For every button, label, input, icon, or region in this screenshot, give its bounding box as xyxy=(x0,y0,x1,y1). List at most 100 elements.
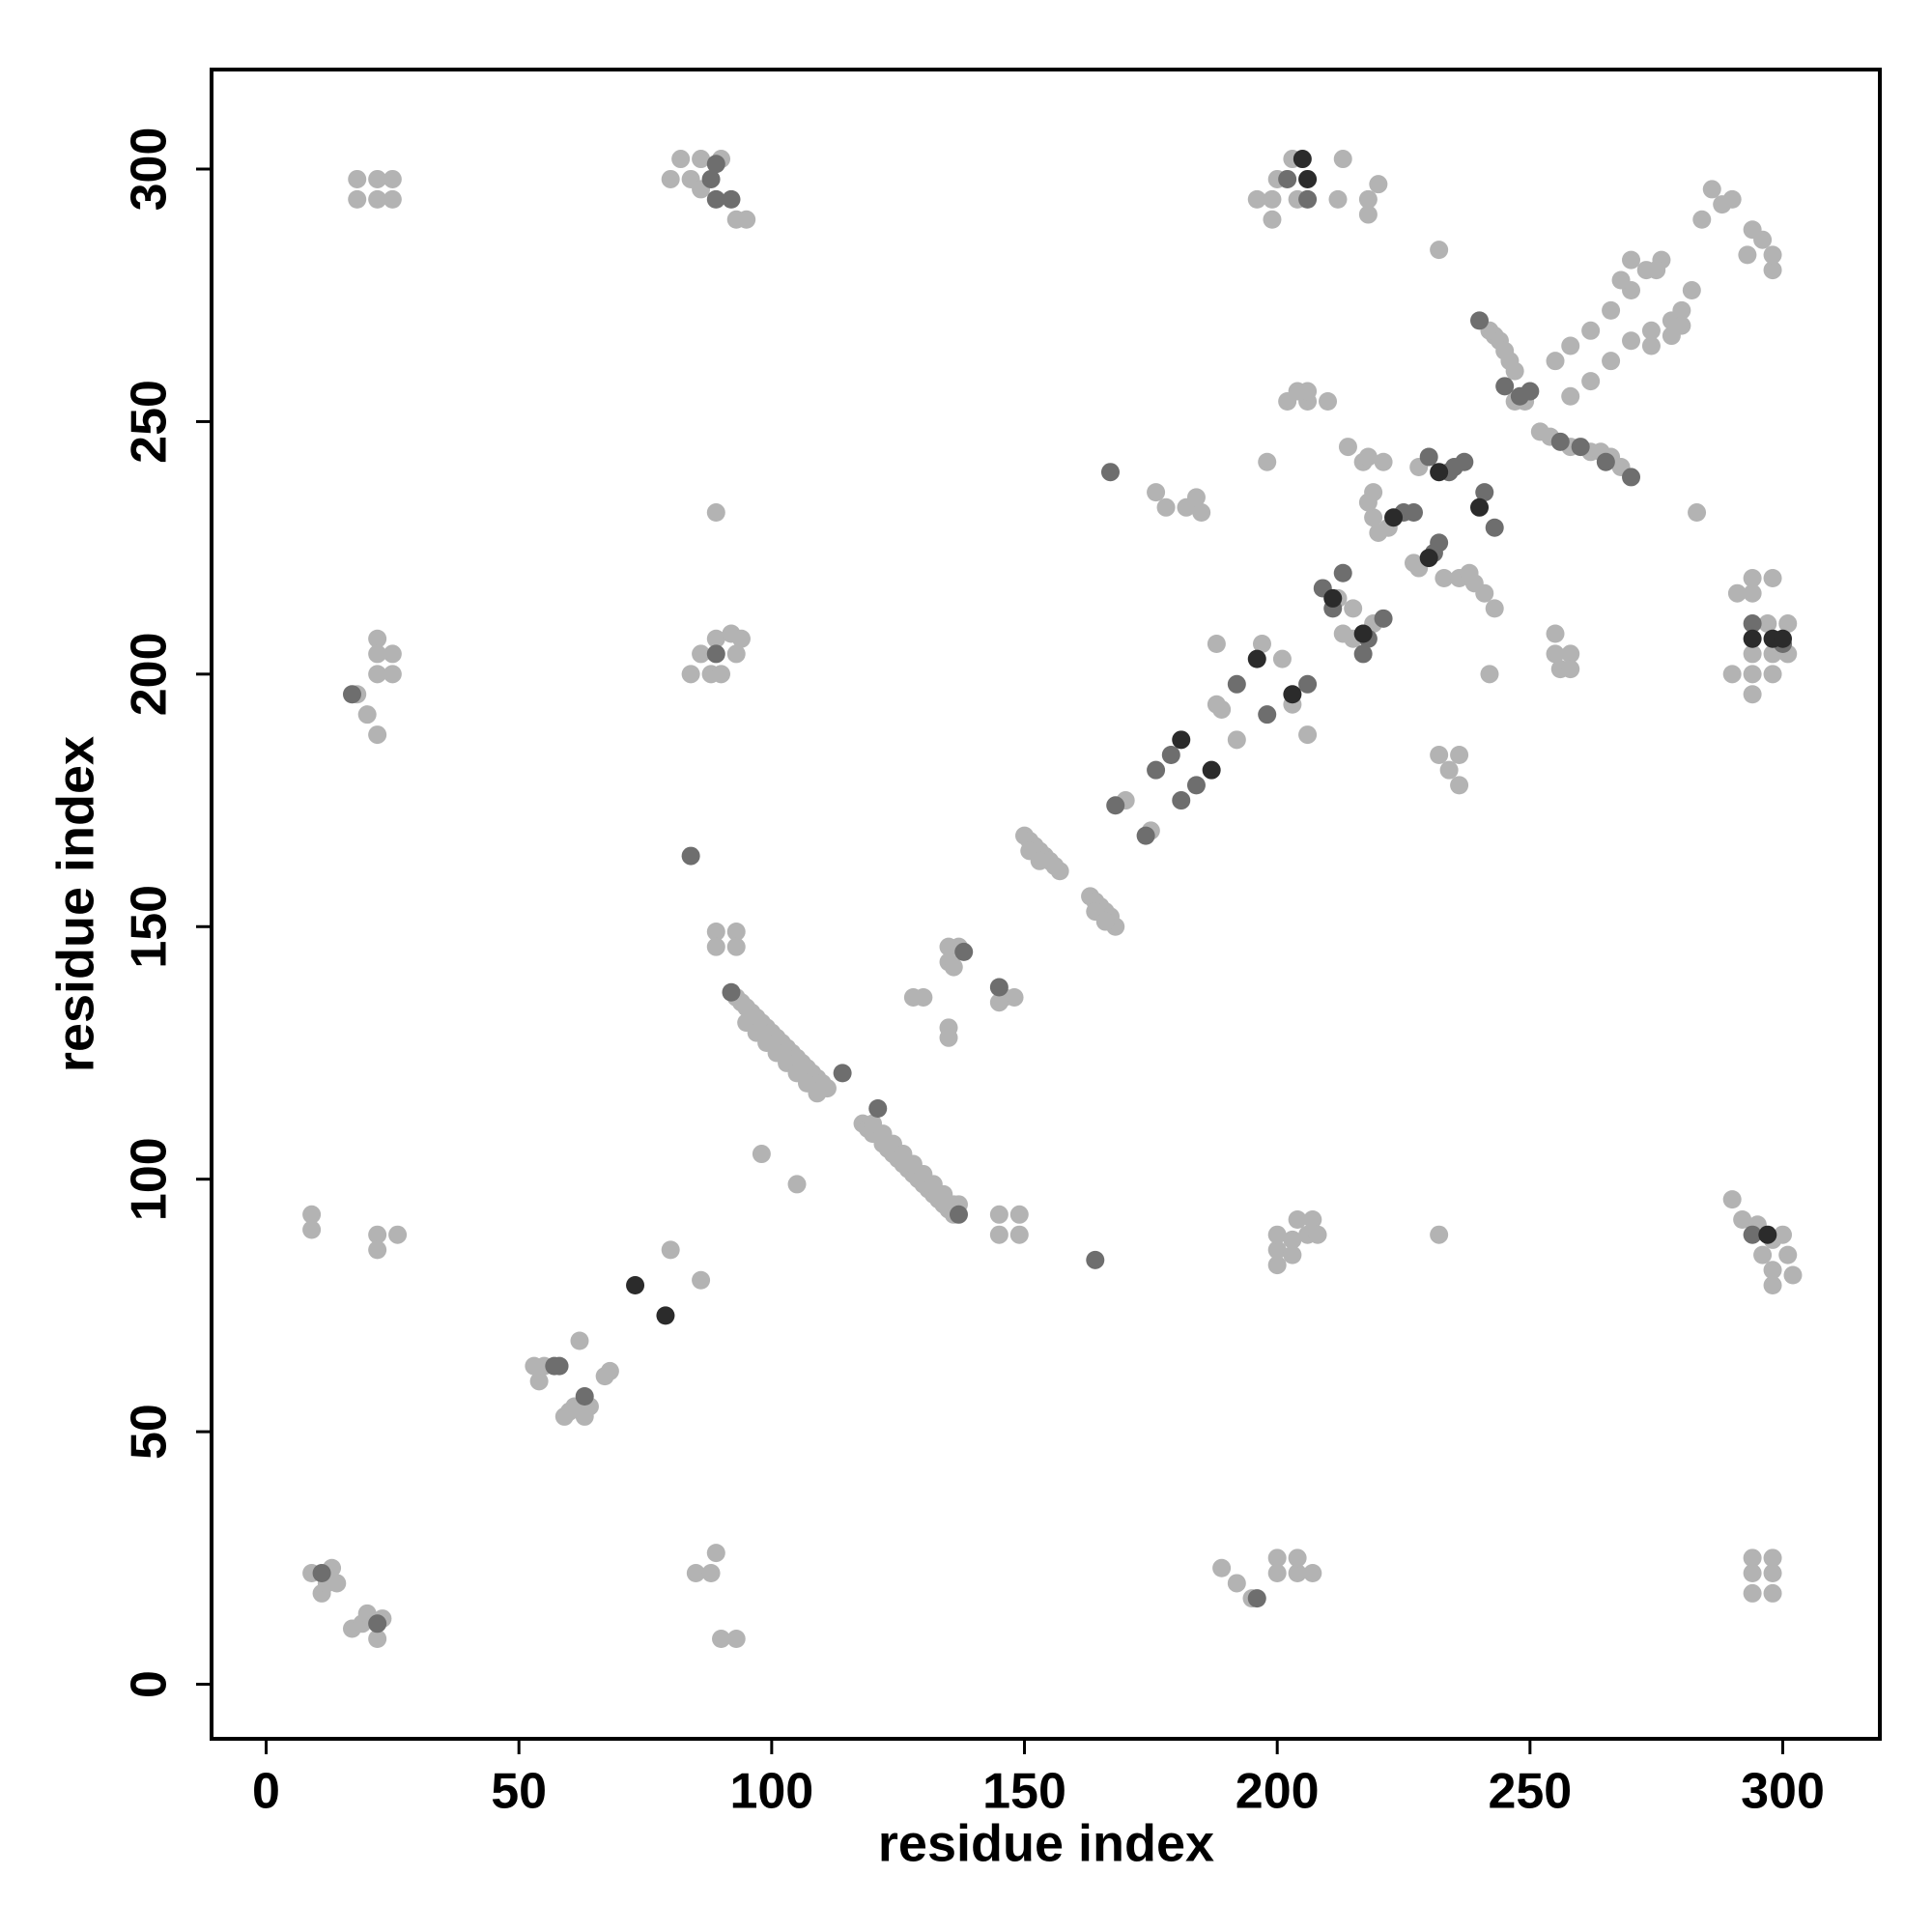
point xyxy=(1758,1225,1777,1244)
point xyxy=(1288,1564,1307,1583)
point xyxy=(1738,245,1757,265)
point xyxy=(1602,352,1621,371)
point-series xyxy=(302,150,1803,1648)
point xyxy=(1470,497,1490,517)
point xyxy=(1374,452,1393,471)
point xyxy=(1303,1564,1322,1583)
point xyxy=(1753,230,1773,249)
point xyxy=(1743,665,1762,684)
point xyxy=(1430,463,1449,482)
point xyxy=(681,846,700,866)
point xyxy=(1743,583,1762,603)
point xyxy=(1622,250,1641,270)
point xyxy=(706,644,725,664)
point xyxy=(529,1372,549,1391)
point xyxy=(1404,503,1423,523)
point xyxy=(302,1220,322,1239)
point xyxy=(1207,634,1226,653)
point xyxy=(671,150,691,169)
point xyxy=(383,665,402,684)
point xyxy=(1369,175,1388,194)
point xyxy=(368,1614,387,1634)
x-tick-label: 100 xyxy=(729,1764,813,1820)
point xyxy=(701,169,721,188)
point xyxy=(1763,245,1782,265)
point xyxy=(1596,452,1615,471)
point xyxy=(327,1574,347,1593)
point xyxy=(1364,508,1383,527)
point xyxy=(1172,791,1191,810)
point xyxy=(302,1205,322,1224)
point xyxy=(1611,270,1631,290)
point xyxy=(692,150,711,169)
point xyxy=(1258,452,1277,471)
point xyxy=(1722,1190,1742,1209)
point xyxy=(1288,1210,1307,1230)
point xyxy=(692,644,711,664)
point xyxy=(1753,1245,1773,1264)
point xyxy=(726,644,746,664)
point xyxy=(1763,1261,1782,1280)
point xyxy=(706,629,725,648)
point xyxy=(1419,549,1438,568)
point xyxy=(1267,1240,1287,1260)
point xyxy=(1439,760,1459,780)
x-tick-label: 50 xyxy=(491,1764,547,1820)
point xyxy=(1298,674,1318,694)
point xyxy=(1722,189,1742,209)
point xyxy=(1358,205,1378,224)
point xyxy=(1561,386,1580,406)
point xyxy=(989,993,1009,1012)
point xyxy=(1550,432,1570,451)
point xyxy=(1743,644,1762,664)
point xyxy=(1581,372,1601,391)
point xyxy=(368,644,387,664)
point xyxy=(1743,1548,1762,1568)
point xyxy=(1774,629,1793,648)
point xyxy=(1450,776,1469,795)
point xyxy=(1323,588,1343,608)
point xyxy=(712,665,731,684)
point xyxy=(550,1356,569,1376)
point xyxy=(706,155,725,174)
point xyxy=(1086,1250,1105,1269)
point xyxy=(833,1064,852,1083)
point xyxy=(1455,452,1474,471)
point xyxy=(1743,629,1762,648)
point xyxy=(368,725,387,745)
point xyxy=(1688,503,1707,523)
x-tick-label: 300 xyxy=(1741,1764,1825,1820)
point xyxy=(1530,422,1549,441)
point xyxy=(1485,599,1504,618)
point xyxy=(1298,169,1318,188)
point xyxy=(1743,614,1762,634)
point xyxy=(1202,760,1221,780)
x-tick-label: 200 xyxy=(1236,1764,1320,1820)
point xyxy=(656,1306,675,1325)
point xyxy=(1353,624,1373,643)
point xyxy=(1763,1275,1782,1294)
point xyxy=(1475,583,1494,603)
point xyxy=(706,503,725,523)
point xyxy=(1561,644,1580,664)
point xyxy=(1298,189,1318,209)
point xyxy=(1283,1230,1302,1249)
point xyxy=(1344,599,1363,618)
point xyxy=(706,1544,725,1563)
point xyxy=(1156,497,1176,517)
point xyxy=(1207,695,1226,714)
point xyxy=(787,1175,807,1194)
point xyxy=(706,189,725,209)
point xyxy=(706,937,725,956)
y-tick-label: 200 xyxy=(122,632,178,716)
point xyxy=(1743,685,1762,704)
point xyxy=(989,1205,1009,1224)
point xyxy=(1682,280,1701,299)
point xyxy=(1192,503,1211,523)
y-tick-label: 100 xyxy=(122,1137,178,1221)
plot-frame xyxy=(210,68,1882,1741)
point xyxy=(1430,745,1449,764)
y-tick-label: 150 xyxy=(122,885,178,969)
point xyxy=(348,169,367,188)
point xyxy=(1727,583,1747,603)
